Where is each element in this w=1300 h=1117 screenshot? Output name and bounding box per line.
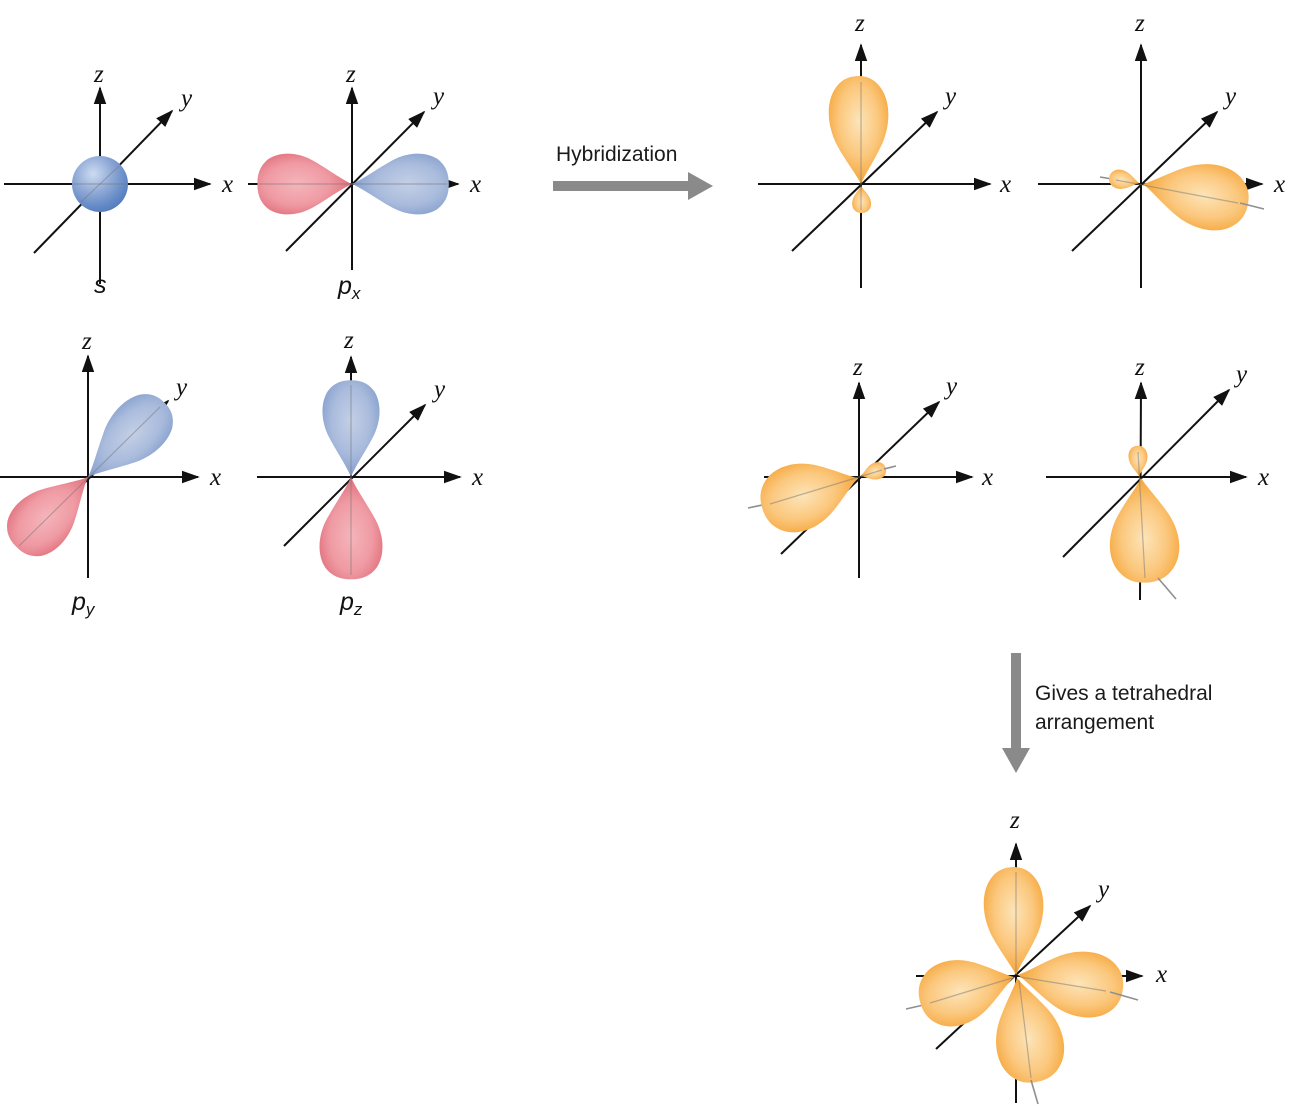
direction-line: [1239, 202, 1265, 210]
x-axis-label: x: [1273, 171, 1285, 198]
axis-hint: [18, 406, 161, 547]
axis-hint: [929, 977, 1013, 1004]
z-axis-label: z: [852, 354, 863, 381]
hybridization-process: Hybridization: [553, 143, 713, 200]
sp3-large-lobe: [1106, 476, 1182, 585]
x-axis-label: x: [1155, 961, 1167, 988]
y-axis-label: y: [173, 374, 188, 401]
tetrahedral-process: Gives a tetrahedral arrangement: [1002, 653, 1212, 773]
panel-sp3-hybrid-up: z x y: [758, 10, 1011, 288]
y-axis-label: y: [942, 83, 957, 110]
x-axis-label: x: [469, 171, 481, 198]
panel-pz-orbital: z x y pz: [257, 327, 483, 619]
py-orbital-label: py: [71, 588, 96, 619]
sp3-small-lobe: [858, 459, 889, 485]
panel-sp3-hybrid-right: z x y: [1038, 10, 1285, 288]
x-axis-label: x: [1257, 464, 1269, 491]
z-axis-label: z: [1134, 10, 1145, 37]
axis-hint: [769, 469, 883, 505]
y-axis: [285, 110, 426, 252]
sp3-large-lobe: [1136, 151, 1255, 237]
direction-line: [1157, 577, 1177, 600]
z-axis-label: z: [854, 10, 865, 37]
direction-line: [1030, 1079, 1039, 1105]
z-axis-label: z: [1134, 354, 1145, 381]
panel-py-orbital: z y x y py: [0, 328, 221, 619]
panel-s-orbital: z x y s: [4, 61, 233, 299]
hybridization-label: Hybridization: [556, 143, 677, 166]
axis-hint: [1115, 179, 1239, 204]
y-axis-label: y: [430, 83, 445, 110]
panel-px-orbital: z x y px: [248, 61, 481, 303]
z-axis-label: z: [93, 61, 104, 88]
z-axis-label: z: [1009, 807, 1020, 834]
y-axis-label: y: [178, 85, 193, 112]
s-orbital-label: s: [94, 271, 107, 299]
panel-sp3-hybrid-left: z x y: [747, 354, 993, 578]
down-arrow: [1002, 653, 1030, 773]
axis-hint: [1137, 451, 1146, 579]
direction-line: [883, 465, 897, 470]
z-axis-label: z: [345, 61, 356, 88]
tetrahedral-label-line1: Gives a tetrahedral: [1035, 682, 1212, 705]
axes: [1038, 43, 1264, 288]
y-axis-label: y: [1233, 361, 1248, 388]
x-axis-label: x: [981, 464, 993, 491]
y-axis-label: y: [943, 373, 958, 400]
x-axis-label: x: [471, 464, 483, 491]
y-axis-label: y: [1095, 876, 1110, 903]
y-axis: [283, 403, 427, 547]
x-axis-label: x: [999, 171, 1011, 198]
panel-tetrahedral-arrangement: z x y: [905, 807, 1167, 1105]
sp3-large-lobe: [752, 445, 869, 542]
right-arrow: [553, 172, 713, 200]
z-axis-label: z: [81, 328, 92, 355]
axis-hint: [1018, 979, 1032, 1079]
sp3-lobe-up: [982, 866, 1046, 977]
axis-hint: [1019, 976, 1107, 992]
px-orbital-label: px: [337, 272, 361, 303]
y-axis: [1071, 110, 1219, 252]
y-axis-label: y: [1222, 83, 1237, 110]
x-axis-label: x: [221, 171, 233, 198]
y-axis-label: y: [431, 376, 446, 403]
y-axis: [1062, 388, 1231, 558]
direction-line: [1109, 991, 1139, 1001]
y-axis: [791, 110, 939, 252]
sp3-large-lobe: [827, 75, 891, 186]
x-axis-label: x: [209, 464, 221, 491]
pz-orbital-label: pz: [339, 588, 363, 619]
z-axis-label: z: [343, 327, 354, 354]
panel-sp3-hybrid-down: z x y: [1046, 354, 1269, 601]
tetrahedral-label-line2: arrangement: [1035, 711, 1154, 734]
axis-hint: [80, 165, 120, 203]
